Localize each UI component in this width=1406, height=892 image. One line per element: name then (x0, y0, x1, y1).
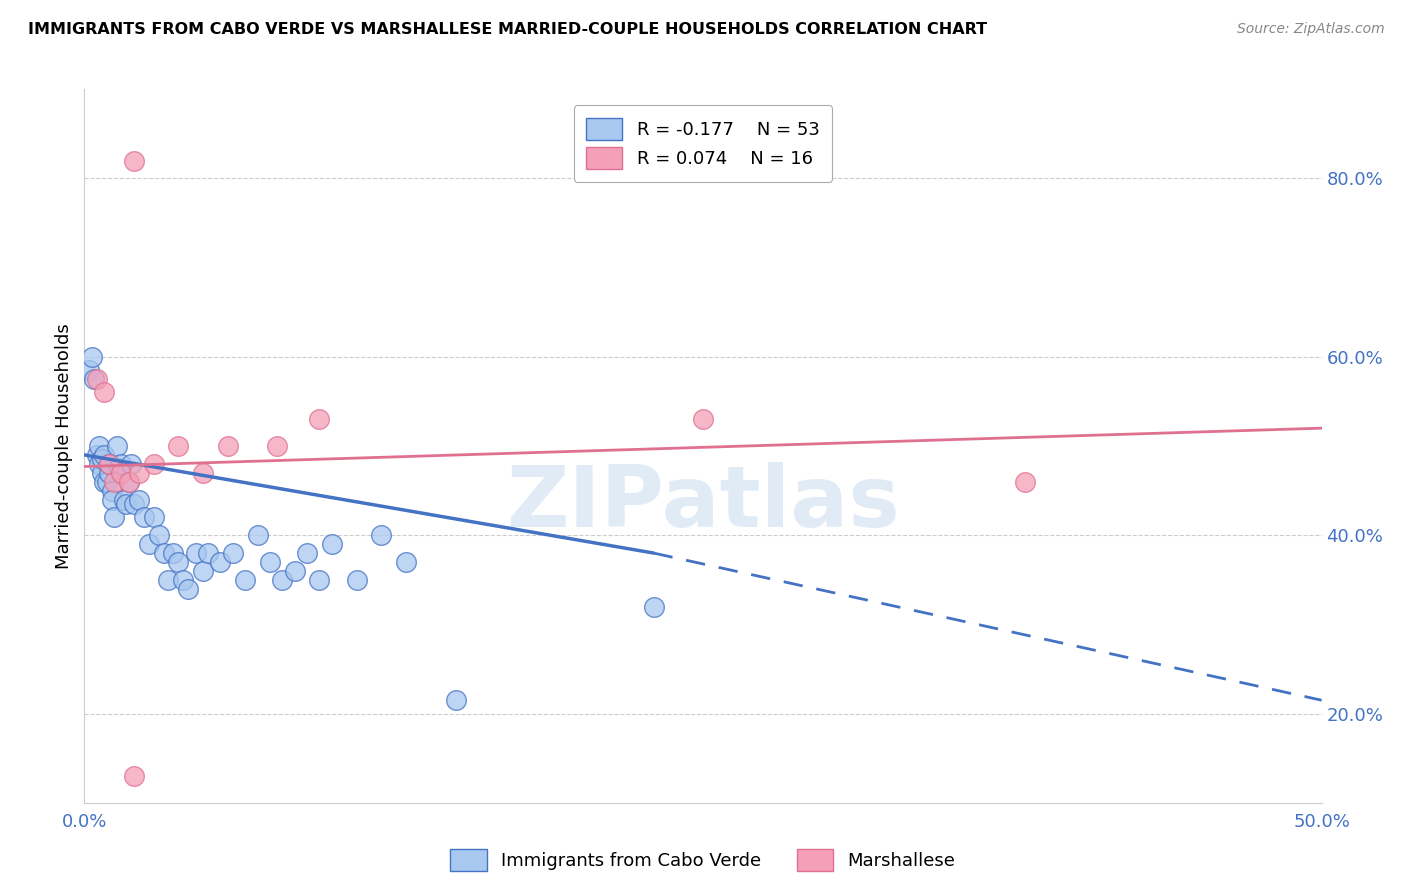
Point (98, 457, 121, 471)
Point (80, 350, 103, 364)
Point (209, 555, 232, 569)
Point (83, 372, 105, 386)
Point (217, 439, 239, 453)
Point (184, 546, 207, 560)
Point (167, 439, 190, 453)
Point (246, 528, 269, 542)
Point (444, 693, 467, 707)
Point (148, 528, 170, 542)
Point (86, 372, 108, 386)
Point (259, 555, 281, 569)
Point (370, 528, 392, 542)
Point (112, 492, 135, 507)
Point (120, 457, 142, 471)
Point (308, 412, 330, 426)
Point (105, 439, 128, 453)
Text: ZIPatlas: ZIPatlas (506, 461, 900, 545)
Text: Source: ZipAtlas.com: Source: ZipAtlas.com (1237, 22, 1385, 37)
Point (138, 537, 160, 551)
Point (122, 497, 145, 511)
Point (271, 573, 294, 587)
Point (115, 497, 138, 511)
Point (122, 153, 145, 168)
Point (93, 385, 115, 400)
Point (308, 573, 330, 587)
Point (122, 769, 145, 783)
Point (86, 448, 108, 462)
Point (98, 457, 121, 471)
Point (89, 439, 111, 453)
Point (233, 573, 256, 587)
Point (395, 555, 418, 569)
Point (98, 466, 121, 480)
Point (103, 510, 125, 524)
Point (93, 448, 115, 462)
Point (266, 439, 288, 453)
Point (110, 466, 132, 480)
Point (100, 492, 122, 507)
Point (89, 457, 111, 471)
Point (284, 564, 307, 578)
Point (79, 363, 101, 377)
Point (108, 461, 131, 475)
Point (118, 475, 141, 489)
Point (295, 546, 318, 560)
Point (142, 457, 165, 471)
Point (152, 546, 174, 560)
Legend: Immigrants from Cabo Verde, Marshallese: Immigrants from Cabo Verde, Marshallese (443, 842, 963, 879)
Point (162, 546, 184, 560)
Y-axis label: Married-couple Households: Married-couple Households (55, 323, 73, 569)
Point (177, 582, 200, 596)
Point (128, 492, 150, 507)
Point (197, 546, 219, 560)
Point (128, 466, 150, 480)
Point (1014, 475, 1036, 489)
Point (191, 564, 214, 578)
Point (90, 452, 112, 467)
Point (157, 573, 180, 587)
Point (90, 466, 112, 480)
Point (103, 475, 125, 489)
Point (118, 475, 141, 489)
Point (191, 466, 214, 480)
Text: IMMIGRANTS FROM CABO VERDE VS MARSHALLESE MARRIED-COUPLE HOUSEHOLDS CORRELATION : IMMIGRANTS FROM CABO VERDE VS MARSHALLES… (28, 22, 987, 37)
Point (692, 412, 714, 426)
Point (346, 573, 368, 587)
Point (321, 537, 343, 551)
Point (132, 510, 155, 524)
Legend: R = -0.177    N = 53, R = 0.074    N = 16: R = -0.177 N = 53, R = 0.074 N = 16 (574, 105, 832, 182)
Point (142, 510, 165, 524)
Point (172, 573, 194, 587)
Point (110, 457, 132, 471)
Point (167, 555, 190, 569)
Point (96, 475, 118, 489)
Point (100, 483, 122, 498)
Point (222, 546, 245, 560)
Point (93, 475, 115, 489)
Point (643, 599, 665, 614)
